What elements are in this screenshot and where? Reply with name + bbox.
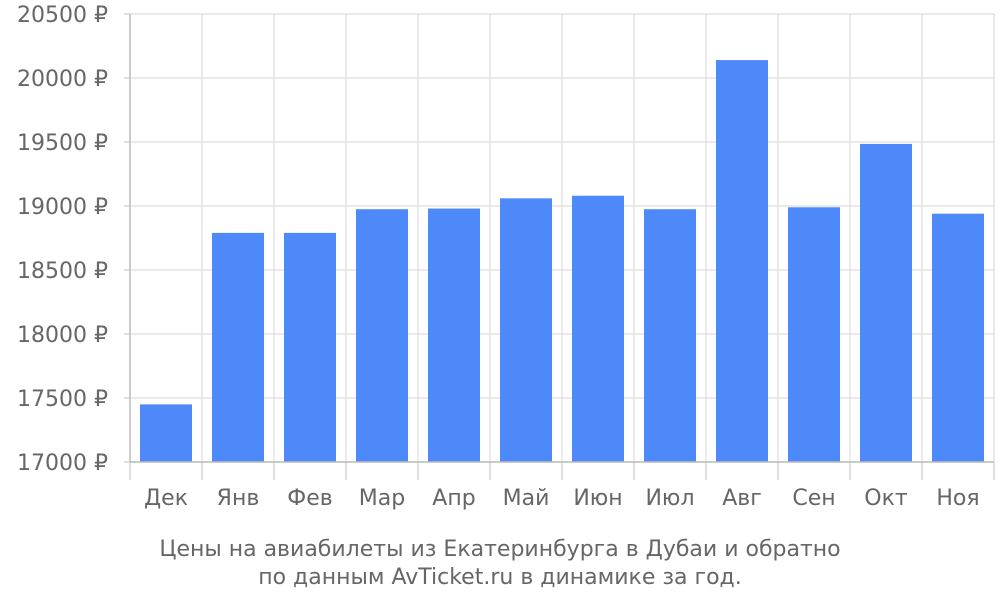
bar (860, 143, 912, 463)
bar (428, 208, 480, 462)
y-tick-label: 19000 ₽ (17, 195, 108, 220)
bar (356, 209, 408, 462)
bar (788, 207, 840, 462)
bar (212, 232, 264, 462)
x-tick-label: Апр (432, 486, 475, 511)
bar (500, 198, 552, 462)
bars (140, 60, 984, 463)
y-tick-label: 19500 ₽ (17, 131, 108, 156)
bar (284, 232, 336, 462)
x-tick-label: Июн (573, 486, 622, 511)
bar (932, 213, 984, 462)
axes (124, 13, 995, 480)
y-tick-labels: 17000 ₽ 17500 ₽ 18000 ₽ 18500 ₽ 19000 ₽ 19500… (17, 3, 108, 476)
x-tick-label: Фев (287, 486, 332, 511)
x-tick-label: Мар (359, 486, 405, 511)
x-tick-label: Авг (722, 486, 762, 511)
x-tick-label: Май (503, 486, 550, 511)
y-tick-label: 20500 ₽ (17, 3, 108, 28)
x-tick-label: Ноя (936, 486, 979, 511)
bar (140, 404, 192, 462)
x-tick-labels: Дек Янв Фев Мар Апр Май Июн Июл Авг Сен Окт Ноя (144, 486, 980, 511)
y-tick-label: 20000 ₽ (17, 67, 108, 92)
bar (644, 209, 696, 462)
y-tick-label: 17500 ₽ (17, 387, 108, 412)
grid-lines (130, 13, 995, 463)
y-tick-label: 18500 ₽ (17, 259, 108, 284)
x-tick-label: Дек (144, 486, 188, 511)
chart-caption-line-2: по данным AvTicket.ru в динамике за год. (258, 565, 742, 590)
y-tick-label: 18000 ₽ (17, 323, 108, 348)
bar (716, 60, 768, 463)
x-tick-label: Янв (217, 486, 260, 511)
chart-caption-line-1: Цены на авиабилеты из Екатеринбурга в Ду… (159, 537, 840, 562)
x-tick-label: Июл (645, 486, 694, 511)
bar (572, 195, 624, 462)
x-tick-label: Сен (792, 486, 835, 511)
y-tick-label: 17000 ₽ (17, 451, 108, 476)
x-tick-label: Окт (864, 486, 908, 511)
